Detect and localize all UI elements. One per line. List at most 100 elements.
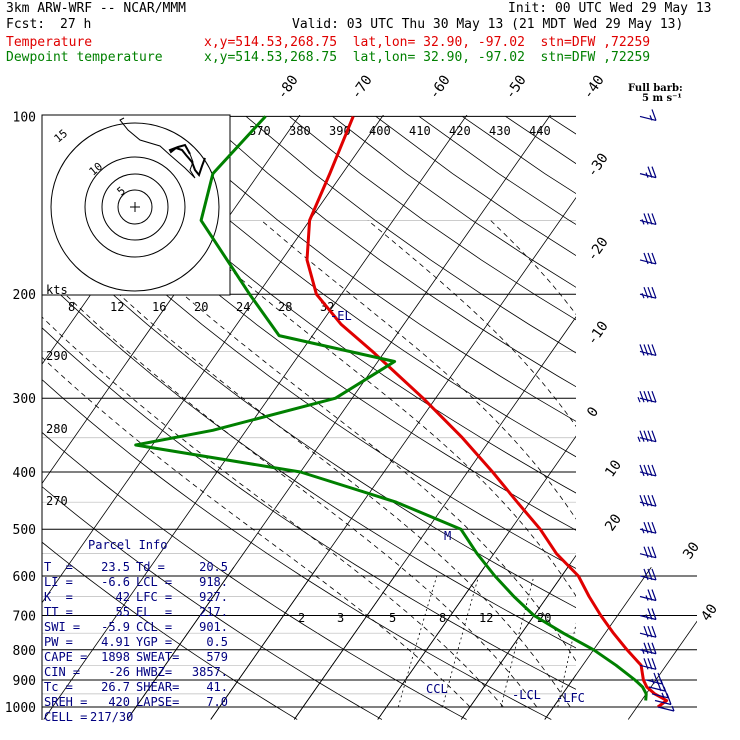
dewpoint-legend-label: Dewpoint temperature [6, 50, 163, 65]
isotherm-line [544, 567, 652, 720]
parcel-info-cell: CIN = [44, 665, 81, 679]
mixing-ratio-label: 5 [389, 611, 396, 625]
isotherm-line [42, 115, 384, 604]
dry-adiabat-line [635, 116, 740, 719]
hodograph-trace [168, 143, 206, 178]
wind-barb [637, 390, 657, 403]
valid-time: Valid: 03 UTC Thu 30 May 13 (21 MDT Wed … [292, 17, 684, 32]
wind-barb [639, 286, 657, 299]
isotherm-label: -80 [274, 72, 302, 102]
parcel-info-cell: 0.5 [206, 635, 228, 649]
isotherm-line [377, 567, 485, 720]
wind-barb [639, 213, 657, 225]
moist-adiabat-line [367, 220, 576, 428]
parcel-info-cell: TT = [44, 605, 73, 619]
parcel-info-cell: 217/30 [90, 710, 134, 724]
dry-adiabat-line [42, 541, 298, 720]
mixing-ratio-label: 2 [298, 611, 305, 625]
pressure-tick-label: 500 [13, 523, 36, 538]
wind-barb [639, 658, 657, 670]
parcel-marker-label: CCL [426, 682, 448, 696]
parcel-info-cell: LFC = [136, 590, 173, 604]
parcel-info-cell: -6.6 [101, 575, 130, 589]
theta-e-label: 430 [489, 124, 511, 138]
parcel-info-cell: LAPSE= [136, 695, 180, 709]
mixing-ratio-line [676, 576, 699, 707]
wind-barb [639, 642, 657, 655]
temperature-profile [305, 115, 669, 709]
isotherm-label: -20 [584, 234, 612, 264]
theta-e-label: 410 [409, 124, 431, 138]
pressure-tick-label: 900 [13, 674, 36, 689]
hodograph-speed-label: 28 [278, 300, 292, 314]
dry-adiabat-label: 270 [46, 494, 68, 508]
hodograph-speed-label: 16 [152, 300, 166, 314]
isotherm-line [460, 567, 569, 720]
parcel-info-cell [130, 710, 186, 725]
parcel-info-cell: LCL = [136, 575, 173, 589]
parcel-info-cell: SWEAT= [136, 650, 180, 664]
parcel-info-title: Parcel Info [88, 538, 168, 552]
dry-adiabat-line [159, 116, 576, 422]
isotherm-line [293, 567, 402, 720]
parcel-info-rows: T = 23.5 Td = 20.5 LI = -6.6 LCL = 918. K = 42 LFC… [44, 560, 240, 725]
parcel-info-cell: K = [44, 590, 73, 604]
isotherm-line [712, 567, 740, 719]
pressure-tick-label: 1000 [5, 701, 36, 716]
hodograph-speed-label: 24 [236, 300, 250, 314]
isotherm-label: -30 [584, 150, 612, 180]
parcel-info-cell: 1898 [101, 650, 130, 664]
parcel-info-cell: 3857. [191, 665, 228, 679]
wind-barb [639, 608, 657, 621]
isotherm-line [210, 567, 318, 720]
wind-barb [657, 705, 675, 712]
hodograph-speed-label: 8 [68, 300, 75, 314]
parcel-marker-label: -LFC [556, 691, 585, 705]
wind-barb [639, 568, 657, 581]
dewpoint-profile [134, 115, 648, 701]
dry-adiabat-line [42, 128, 576, 531]
forecast-label: Fcst: [6, 17, 46, 32]
hodograph-speed-label: 20 [194, 300, 208, 314]
parcel-info-cell: T = [44, 560, 73, 574]
theta-e-label: 400 [369, 124, 391, 138]
parcel-info-cell: 42 [115, 590, 130, 604]
wind-barb [639, 546, 657, 559]
wind-barb [639, 589, 657, 602]
isotherm-label: 0 [584, 404, 602, 420]
parcel-info-cell: 927. [199, 590, 228, 604]
wind-barb [639, 522, 657, 534]
moist-adiabat-line [43, 220, 571, 708]
parcel-info-row: TT = 55 EL = 217. [44, 605, 240, 620]
parcel-info-row: CELL = 217/30 [44, 710, 240, 725]
parcel-marker-label: -LCL [512, 688, 541, 702]
parcel-info-cell: SWI = [44, 620, 81, 634]
isotherm-line [42, 115, 301, 485]
dry-adiabat-line [42, 486, 383, 720]
dry-adiabat-line [42, 379, 552, 720]
isotherm-line [712, 103, 740, 719]
wind-barb-title-line2: 5 m s⁻¹ [642, 93, 682, 104]
parcel-info-cell: 918. [199, 575, 228, 589]
wind-barb [639, 494, 657, 507]
hodograph-unit-label: kts [46, 283, 68, 297]
theta-e-label: 420 [449, 124, 471, 138]
init-time: Init: 00 UTC Wed 29 May 13 [508, 1, 712, 16]
dry-adiabat-line [462, 116, 576, 195]
wind-barb [639, 626, 657, 638]
parcel-info-cell: CELL = [44, 710, 88, 724]
moist-adiabat-line [173, 220, 576, 597]
moist-adiabat-line [609, 220, 740, 707]
parcel-info-cell [186, 710, 228, 725]
mixing-ratio-label: 20 [537, 611, 551, 625]
parcel-info-cell: LI = [44, 575, 73, 589]
model-title: 3km ARW-WRF -- NCAR/MMM [6, 1, 187, 16]
wind-barb [639, 252, 657, 265]
parcel-info-cell: 26.7 [101, 680, 130, 694]
parcel-info-cell: HWBZ= [136, 665, 173, 679]
pressure-tick-label: 700 [13, 610, 36, 625]
isotherm-line [126, 567, 235, 720]
dry-adiabat-line [42, 226, 576, 609]
pressure-tick-label: 600 [13, 570, 36, 585]
